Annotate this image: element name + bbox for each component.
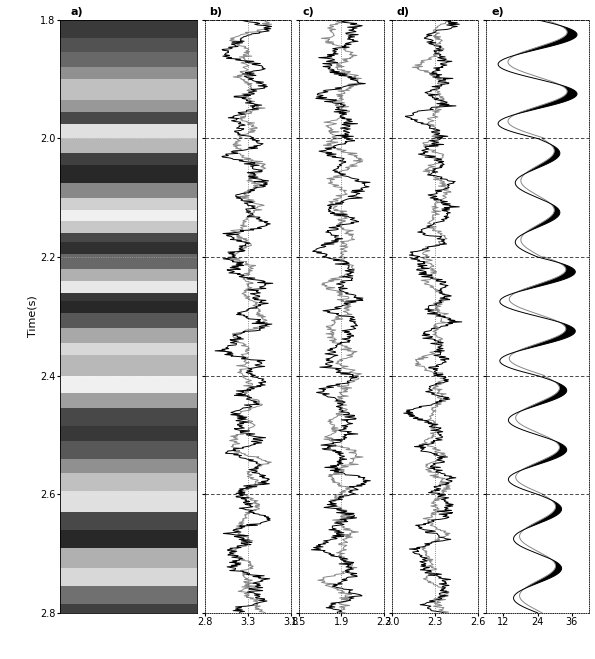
Text: d): d)	[397, 7, 409, 17]
Y-axis label: Time(s): Time(s)	[27, 295, 37, 337]
Text: b): b)	[209, 7, 222, 17]
Text: c): c)	[303, 7, 315, 17]
Text: a): a)	[70, 7, 83, 17]
Text: e): e)	[491, 7, 504, 17]
